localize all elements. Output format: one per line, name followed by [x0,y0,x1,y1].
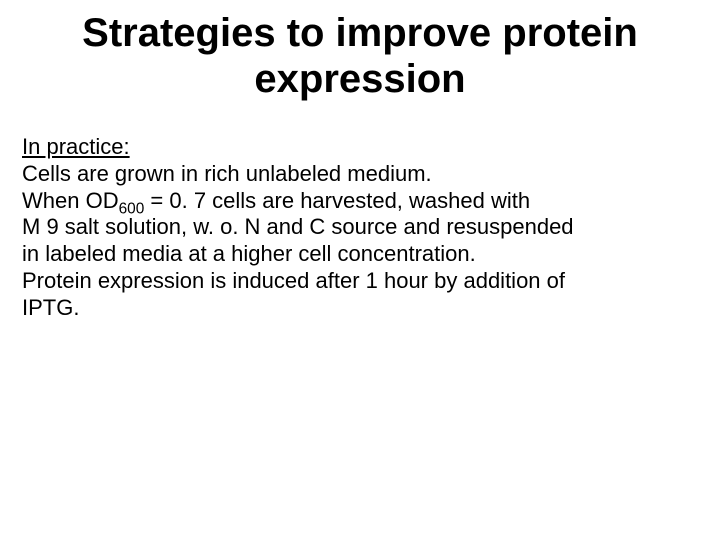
body-line-6: Protein expression is induced after 1 ho… [22,268,698,295]
body-line-2: Cells are grown in rich unlabeled medium… [22,161,698,188]
body-line-5: in labeled media at a higher cell concen… [22,241,698,268]
slide-title: Strategies to improve protein expression [0,0,720,102]
slide: Strategies to improve protein expression… [0,0,720,540]
lead-text: In practice: [22,134,130,159]
body-line-3-post: = 0. 7 cells are harvested, washed with [144,188,530,213]
title-line-2: expression [20,56,700,102]
body-line-3-pre: When OD [22,188,119,213]
body-line-4: M 9 salt solution, w. o. N and C source … [22,214,698,241]
title-line-1: Strategies to improve protein [20,10,700,56]
body-line-3: When OD600 = 0. 7 cells are harvested, w… [22,188,698,215]
body-line-7: IPTG. [22,295,698,322]
body-lead: In practice: [22,134,698,161]
slide-body: In practice: Cells are grown in rich unl… [0,134,720,322]
